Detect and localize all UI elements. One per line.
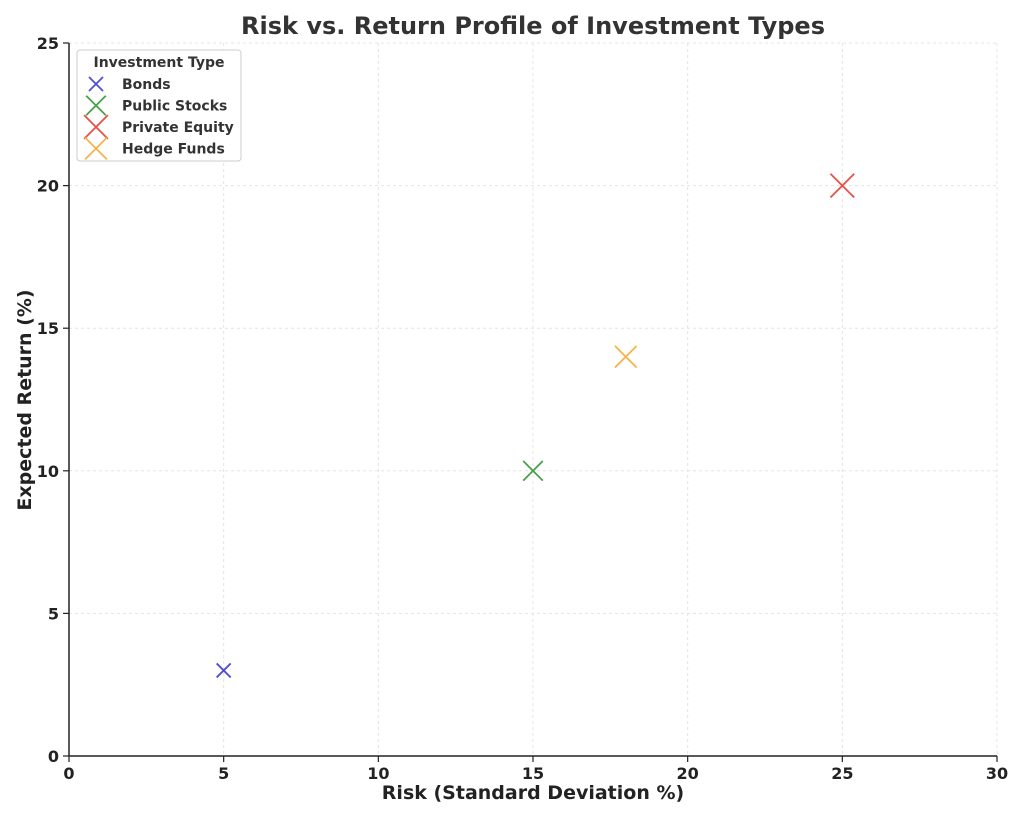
legend-marker-hedge-funds xyxy=(84,137,108,160)
legend-items: Bonds Public Stocks Private Equity Hedge Fu… xyxy=(83,76,234,160)
legend: Investment Type Bonds Public Stocks Privat… xyxy=(76,49,242,162)
legend-label-public-stocks: Public Stocks xyxy=(122,99,227,115)
x-tick-label: 20 xyxy=(677,764,699,783)
x-tick-label: 25 xyxy=(831,764,853,783)
data-points xyxy=(216,173,855,679)
y-tick-label: 10 xyxy=(37,462,59,481)
legend-label-private-equity: Private Equity xyxy=(122,120,234,136)
legend-title: Investment Type xyxy=(94,55,225,71)
data-point-private-equity xyxy=(829,173,855,199)
legend-marker-public-stocks xyxy=(85,95,107,116)
y-tick-label: 25 xyxy=(37,34,59,53)
legend-marker-private-equity xyxy=(83,114,109,140)
y-axis-label: Expected Return (%) xyxy=(14,289,36,510)
y-tick-label: 0 xyxy=(48,747,59,766)
y-tick-label: 20 xyxy=(37,177,59,196)
data-point-hedge-funds xyxy=(614,345,638,369)
legend-label-hedge-funds: Hedge Funds xyxy=(122,142,225,158)
legend-marker-bonds xyxy=(88,76,104,92)
x-tick-label: 30 xyxy=(986,764,1008,783)
data-point-public-stocks xyxy=(522,460,544,482)
x-tick-label: 5 xyxy=(218,764,229,783)
x-tick-label: 10 xyxy=(367,764,389,783)
x-tick-label: 15 xyxy=(522,764,544,783)
x-axis-label: Risk (Standard Deviation %) xyxy=(382,782,684,804)
y-tick-label: 15 xyxy=(37,319,59,338)
data-point-bonds xyxy=(216,662,232,679)
ticks: 0 5 10 15 20 25 30 0 5 10 15 20 25 xyxy=(37,34,1008,783)
chart-title: Risk vs. Return Profile of Investment Ty… xyxy=(241,12,825,40)
x-tick-label: 0 xyxy=(63,764,74,783)
legend-label-bonds: Bonds xyxy=(122,77,171,93)
y-tick-label: 5 xyxy=(48,604,59,623)
legend-box xyxy=(76,49,242,162)
